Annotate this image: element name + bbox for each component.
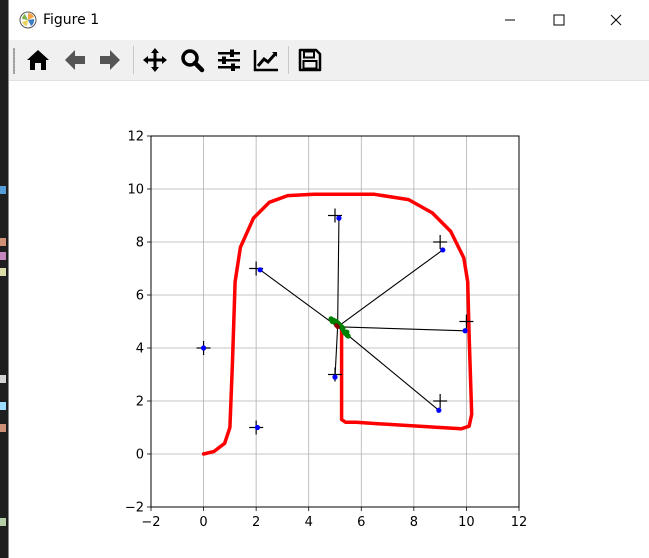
home-button[interactable] bbox=[23, 45, 53, 75]
landmark-estimate-point bbox=[257, 267, 263, 273]
plot-area[interactable]: −2 0 2 4 6 8 10 12 −2 0 2 4 6 8 10 12 bbox=[9, 81, 649, 558]
title-bar[interactable]: Figure 1 bbox=[9, 0, 649, 40]
home-icon bbox=[27, 50, 49, 70]
toolbar-grip bbox=[13, 48, 15, 74]
editor-syntax-mark bbox=[0, 186, 6, 194]
editor-syntax-mark bbox=[0, 424, 6, 432]
y-tick-label: 2 bbox=[136, 395, 144, 410]
y-tick-label: 8 bbox=[136, 236, 144, 251]
landmark-estimate-point bbox=[200, 345, 207, 351]
zoom-icon bbox=[181, 49, 205, 73]
landmark-estimate-point bbox=[254, 424, 261, 431]
navigation-toolbar bbox=[9, 40, 649, 81]
back-button[interactable] bbox=[60, 45, 90, 75]
landmark-estimate-point bbox=[462, 328, 468, 334]
matplotlib-icon bbox=[19, 11, 37, 29]
arrow-right-icon bbox=[100, 50, 120, 70]
configure-subplots-button[interactable] bbox=[214, 45, 244, 75]
save-button[interactable] bbox=[295, 45, 325, 75]
x-tick-label: 6 bbox=[357, 515, 365, 530]
zoom-button[interactable] bbox=[177, 45, 207, 75]
x-tick-label: 10 bbox=[458, 515, 475, 530]
y-tick-label: 12 bbox=[127, 130, 144, 145]
particle-point bbox=[329, 318, 335, 325]
background-editor-strip bbox=[0, 0, 8, 558]
landmark-estimate-point bbox=[436, 407, 442, 413]
editor-syntax-mark bbox=[0, 238, 6, 246]
editor-syntax-mark bbox=[0, 375, 6, 383]
observation-ray bbox=[337, 326, 440, 411]
x-tick-label: 4 bbox=[305, 515, 313, 530]
y-tick-label: 10 bbox=[127, 183, 144, 198]
x-tick-label: 8 bbox=[410, 515, 418, 530]
y-tick-label: 4 bbox=[136, 342, 144, 357]
toolbar-separator bbox=[133, 46, 134, 74]
particle-point bbox=[344, 329, 350, 335]
window-title: Figure 1 bbox=[43, 12, 100, 28]
maximize-icon bbox=[553, 14, 565, 26]
arrow-left-icon bbox=[65, 50, 85, 70]
x-tick-label: −2 bbox=[141, 515, 160, 530]
axes-frame bbox=[150, 135, 520, 508]
x-tick-label: 2 bbox=[252, 515, 260, 530]
figure-canvas[interactable]: −2 0 2 4 6 8 10 12 −2 0 2 4 6 8 10 12 bbox=[9, 81, 649, 558]
forward-button[interactable] bbox=[95, 45, 125, 75]
chart-line-icon bbox=[253, 50, 278, 72]
particle-point bbox=[345, 333, 351, 339]
minimize-button[interactable] bbox=[487, 0, 533, 40]
landmark-estimate-point bbox=[336, 215, 342, 221]
landmark-estimate-point bbox=[440, 247, 446, 253]
close-button[interactable] bbox=[593, 0, 639, 40]
maximize-button[interactable] bbox=[536, 0, 582, 40]
pan-button[interactable] bbox=[140, 45, 170, 75]
landmark-estimate-point bbox=[332, 374, 338, 380]
y-tick-label: −2 bbox=[125, 501, 144, 516]
trajectory-line bbox=[201, 192, 474, 456]
y-tick-label: 6 bbox=[136, 289, 144, 304]
y-tick-label: 0 bbox=[136, 448, 144, 463]
figure-window: Figure 1 bbox=[8, 0, 649, 558]
observation-ray bbox=[337, 249, 444, 328]
x-tick-label: 12 bbox=[511, 515, 528, 530]
editor-syntax-mark bbox=[0, 268, 6, 276]
observation-ray bbox=[259, 269, 338, 328]
save-icon bbox=[298, 48, 322, 72]
sliders-icon bbox=[218, 49, 240, 71]
minimize-icon bbox=[505, 19, 515, 21]
robot-point bbox=[334, 323, 339, 328]
toolbar-separator bbox=[288, 46, 289, 74]
edit-axis-button[interactable] bbox=[251, 45, 281, 75]
close-icon bbox=[610, 14, 622, 26]
move-icon bbox=[143, 48, 167, 72]
editor-syntax-mark bbox=[0, 518, 6, 526]
observation-ray bbox=[337, 218, 340, 327]
editor-syntax-mark bbox=[0, 252, 6, 260]
editor-syntax-mark bbox=[0, 402, 6, 410]
x-tick-label: 0 bbox=[199, 515, 207, 530]
observation-ray bbox=[337, 326, 466, 332]
